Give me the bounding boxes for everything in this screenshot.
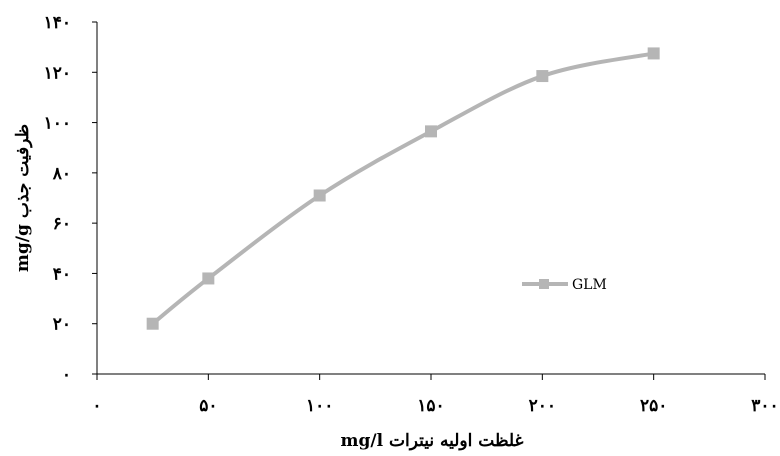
data-point-marker: [146, 317, 159, 330]
data-point-marker: [647, 47, 660, 60]
data-point-marker: [313, 189, 326, 202]
tick-labels: ۰ ۲۰ ۴۰ ۶۰ ۸۰ ۱۰۰ ۱۲۰ ۱۴۰ ۰ ۵۰ ۱۰۰ ۱۵۰ ۲۰۰ ۲۵۰ ۳۰۰: [44, 13, 779, 416]
series-layer: [146, 47, 660, 330]
y-tick-label: ۸۰: [52, 164, 71, 184]
axes: [96, 22, 765, 375]
x-tick-label: ۱۵۰: [417, 396, 444, 416]
x-tick-label: ۵۰: [199, 396, 217, 416]
y-axis-title: ظرفیت جذب mg/g: [13, 124, 33, 272]
y-tick-label: ۶۰: [53, 214, 71, 234]
x-tick-label: ۱۰۰: [306, 396, 333, 416]
x-tick-label: ۰: [92, 396, 101, 416]
tick-marks: [92, 21, 766, 380]
x-axis-title: غلظت اولیه نیترات mg/l: [341, 431, 524, 451]
y-tick-label: ۱۲۰: [44, 63, 71, 83]
y-tick-label: ۲۰: [53, 315, 71, 335]
legend: GLM: [522, 277, 607, 293]
data-point-marker: [202, 272, 215, 285]
legend-label: GLM: [572, 277, 607, 293]
data-point-marker: [536, 70, 549, 83]
legend-marker-swatch: [539, 279, 549, 289]
y-tick-label: ۴۰: [53, 264, 71, 284]
y-tick-label: ۱۴۰: [44, 13, 71, 33]
x-tick-label: ۲۰۰: [529, 396, 556, 416]
y-tick-label: ۱۰۰: [44, 114, 71, 134]
x-tick-label: ۲۵۰: [640, 396, 667, 416]
y-tick-label: ۰: [62, 365, 71, 385]
x-tick-label: ۳۰۰: [751, 396, 778, 416]
data-point-marker: [425, 125, 437, 138]
